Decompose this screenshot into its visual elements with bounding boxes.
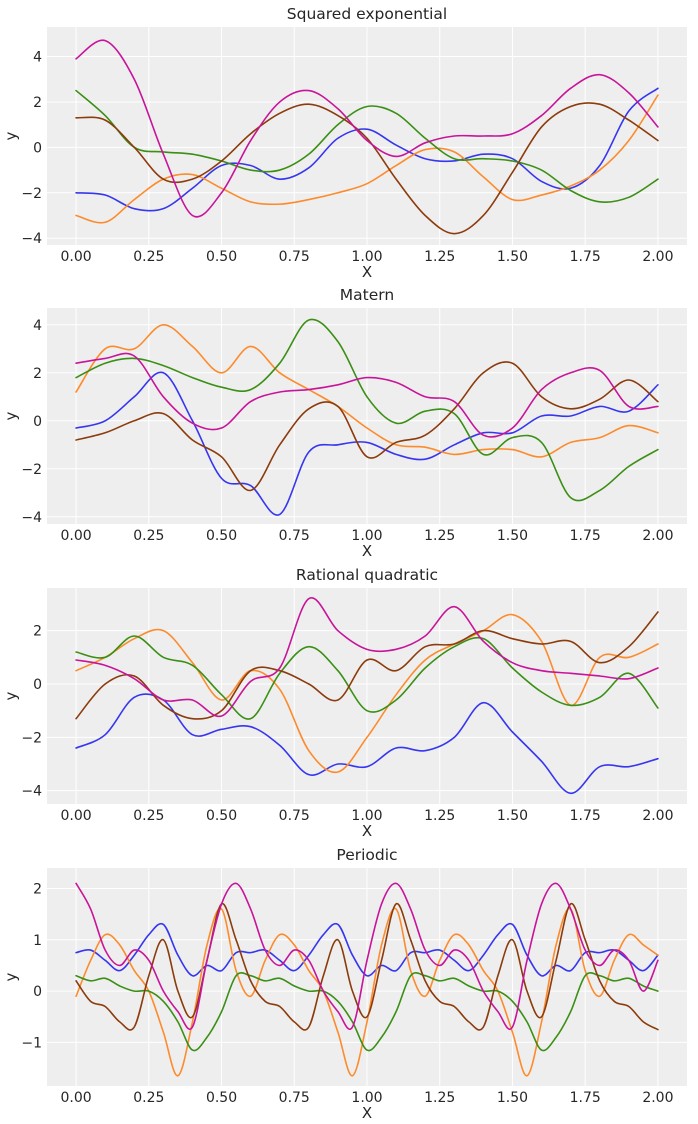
x-axis-label: X — [362, 542, 372, 560]
series-line-3 — [75, 89, 659, 203]
y-tick-label: 0 — [33, 677, 42, 693]
x-tick-label: 0.00 — [61, 249, 92, 265]
series-line-4 — [75, 361, 659, 492]
x-tick-label: 2.00 — [642, 1090, 673, 1106]
x-tick-label: 0.50 — [206, 1090, 237, 1106]
x-tick-label: 0.25 — [133, 1090, 164, 1106]
panel-3: 0.00 0.25 0.50 0.75 1.00 1.25 1.50 1.75 2.00 −4 −2… — [2, 566, 687, 840]
y-tick-label: 0 — [33, 414, 42, 430]
y-axis-label: y — [2, 691, 20, 700]
x-tick-label: 2.00 — [642, 808, 673, 824]
x-axis-label: X — [362, 263, 372, 281]
x-tick-label: 1.50 — [497, 528, 528, 544]
x-tick-label: 0.75 — [279, 808, 310, 824]
x-tick-label: 1.50 — [497, 808, 528, 824]
x-tick-label: 0.75 — [279, 1090, 310, 1106]
y-tick-label: 2 — [33, 624, 42, 640]
series-line-1 — [75, 693, 659, 795]
y-tick-label: 4 — [33, 318, 42, 334]
x-tick-label: 1.00 — [351, 249, 382, 265]
x-tick-label: 1.25 — [424, 249, 455, 265]
series-group — [75, 39, 659, 235]
x-tick-label: 0.00 — [61, 808, 92, 824]
x-tick-label: 1.25 — [424, 808, 455, 824]
series-line-4 — [75, 611, 659, 720]
series-line-1 — [75, 922, 659, 977]
chart-title: Periodic — [336, 846, 397, 864]
y-tick-label: 0 — [33, 140, 42, 156]
series-line-5 — [75, 597, 659, 718]
x-tick-label: 2.00 — [642, 249, 673, 265]
series-line-3 — [75, 318, 659, 502]
x-tick-label: 0.00 — [61, 1090, 92, 1106]
x-tick-label: 0.25 — [133, 808, 164, 824]
series-line-5 — [75, 882, 659, 1030]
series-line-1 — [75, 371, 659, 516]
x-tick-label: 0.25 — [133, 528, 164, 544]
x-tick-label: 1.50 — [497, 249, 528, 265]
series-line-4 — [75, 102, 659, 235]
x-tick-label: 0.75 — [279, 249, 310, 265]
y-tick-label: −4 — [21, 231, 42, 247]
panel-2: 0.00 0.25 0.50 0.75 1.00 1.25 1.50 1.75 2.00 −4 −2… — [2, 286, 687, 560]
series-group — [75, 318, 659, 516]
x-tick-label: 0.50 — [206, 249, 237, 265]
y-axis-label: y — [2, 972, 20, 981]
y-tick-label: 2 — [33, 882, 42, 898]
x-tick-label: 1.50 — [497, 1090, 528, 1106]
x-tick-label: 1.75 — [570, 808, 601, 824]
y-tick-label: −4 — [21, 784, 42, 800]
series-line-5 — [75, 352, 659, 438]
series-group — [75, 597, 659, 795]
x-tick-label: 1.00 — [351, 528, 382, 544]
y-tick-label: −2 — [21, 186, 42, 202]
x-tick-label: 1.00 — [351, 1090, 382, 1106]
x-tick-label: 1.25 — [424, 1090, 455, 1106]
series-line-2 — [75, 907, 659, 1077]
y-tick-label: −1 — [21, 1035, 42, 1051]
series-line-5 — [75, 39, 659, 218]
y-tick-label: −4 — [21, 510, 42, 526]
y-axis-label: y — [2, 131, 20, 140]
series-line-3 — [75, 635, 659, 720]
series-group — [75, 882, 659, 1077]
x-tick-label: 0.25 — [133, 249, 164, 265]
y-tick-label: −2 — [21, 730, 42, 746]
series-line-2 — [75, 613, 659, 774]
y-tick-label: 0 — [33, 984, 42, 1000]
x-tick-label: 2.00 — [642, 528, 673, 544]
x-tick-label: 1.25 — [424, 528, 455, 544]
series-line-4 — [75, 903, 659, 1031]
chart-title: Rational quadratic — [296, 566, 438, 584]
y-tick-label: 2 — [33, 366, 42, 382]
x-tick-label: 1.00 — [351, 808, 382, 824]
x-tick-label: 1.75 — [570, 1090, 601, 1106]
x-tick-label: 1.75 — [570, 249, 601, 265]
y-axis-label: y — [2, 411, 20, 420]
x-tick-label: 0.75 — [279, 528, 310, 544]
chart-title: Squared exponential — [287, 5, 447, 23]
y-tick-label: −2 — [21, 462, 42, 478]
x-tick-label: 1.75 — [570, 528, 601, 544]
panel-4: 0.00 0.25 0.50 0.75 1.00 1.25 1.50 1.75 2.00 −1 0 1… — [2, 846, 687, 1122]
series-line-2 — [75, 323, 659, 458]
x-tick-label: 0.50 — [206, 528, 237, 544]
x-axis-label: X — [362, 822, 372, 840]
x-tick-label: 0.00 — [61, 528, 92, 544]
y-tick-label: 4 — [33, 50, 42, 66]
y-tick-label: 2 — [33, 95, 42, 111]
y-tick-label: 1 — [33, 933, 42, 949]
x-axis-label: X — [362, 1104, 372, 1122]
x-tick-label: 0.50 — [206, 808, 237, 824]
chart-title: Matern — [340, 286, 394, 304]
panel-1: 0.00 0.25 0.50 0.75 1.00 1.25 1.50 1.75 2.00 −4 −2… — [2, 5, 687, 281]
series-line-3 — [75, 972, 659, 1052]
